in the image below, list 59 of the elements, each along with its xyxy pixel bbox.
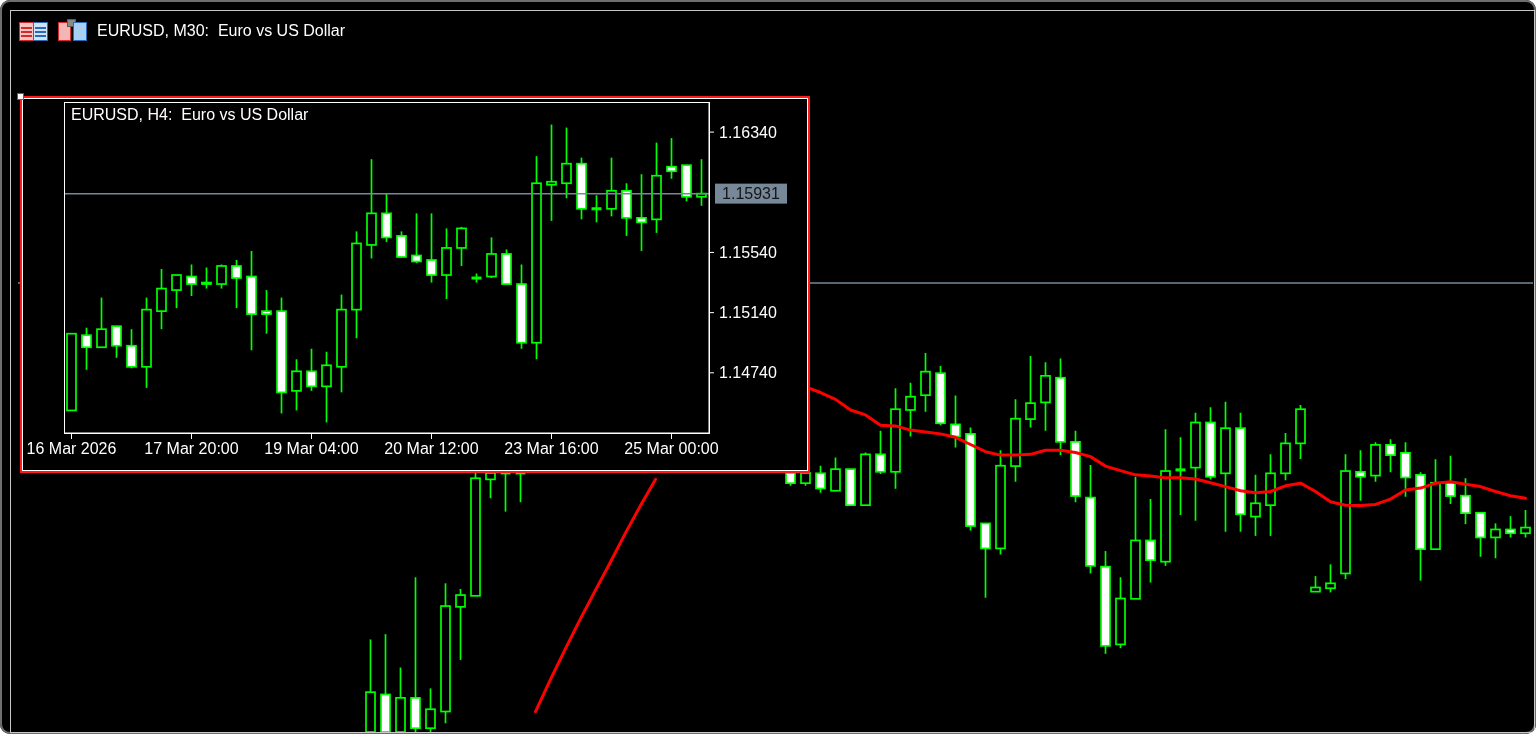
candlestick [636, 173, 647, 252]
candlestick [1460, 477, 1471, 525]
candlestick [950, 394, 961, 449]
candlestick [426, 212, 437, 284]
candlestick [1145, 498, 1156, 584]
y-tick-label: 1.16340 [719, 123, 777, 141]
candlestick [561, 126, 572, 200]
candlestick [261, 289, 272, 335]
x-tick-label: 20 Mar 12:00 [384, 440, 479, 458]
candlestick [606, 156, 617, 218]
candlestick [216, 263, 227, 290]
candlestick [1250, 473, 1261, 537]
y-tick-label: 1.15540 [719, 244, 777, 262]
candlestick [815, 464, 826, 494]
chart-title: EURUSD, M30: Euro vs US Dollar [97, 22, 346, 40]
candlestick [1505, 515, 1516, 539]
candlestick [1025, 355, 1036, 429]
candlestick [171, 274, 182, 309]
candlestick [905, 381, 916, 438]
y-tick-label: 1.14740 [719, 364, 777, 382]
chart-title: EURUSD, H4: Euro vs US Dollar [71, 106, 309, 124]
candlestick [396, 230, 407, 258]
candlestick [486, 236, 497, 279]
ref-line-label: 1.15931 [722, 185, 781, 203]
candlestick [411, 212, 422, 264]
candlestick [920, 352, 931, 413]
candlestick [1355, 449, 1366, 502]
candlestick [1385, 438, 1396, 474]
x-tick-label: 25 Mar 00:00 [624, 440, 719, 458]
candlestick [485, 472, 496, 500]
candlestick [81, 326, 92, 371]
candlestick [546, 123, 557, 222]
candlestick [1175, 436, 1186, 516]
candlestick [696, 158, 707, 207]
candlestick [591, 194, 602, 224]
candlestick [455, 588, 466, 661]
x-tick-label: 16 Mar 2026 [26, 440, 117, 458]
candlestick [666, 137, 677, 180]
candlestick [186, 263, 197, 297]
candlestick [156, 268, 167, 331]
candlestick [111, 325, 122, 359]
candlestick [830, 456, 841, 492]
candlestick [1490, 522, 1501, 560]
candlestick [126, 328, 137, 370]
candlestick [1520, 509, 1531, 539]
candlestick [201, 266, 212, 290]
candlestick [1445, 455, 1456, 505]
y-tick-label: 1.15140 [719, 304, 777, 322]
candlestick [875, 429, 886, 475]
x-tick-label: 19 Mar 04:00 [264, 440, 359, 458]
x-tick-label: 23 Mar 16:00 [504, 440, 599, 458]
candlestick [306, 347, 317, 392]
candlestick [96, 296, 107, 349]
x-tick-label: 17 Mar 20:00 [144, 440, 239, 458]
candlestick [1325, 563, 1336, 594]
candlestick [231, 259, 242, 309]
candlestick [321, 350, 332, 424]
candlestick [291, 358, 302, 412]
candlestick [456, 226, 467, 267]
